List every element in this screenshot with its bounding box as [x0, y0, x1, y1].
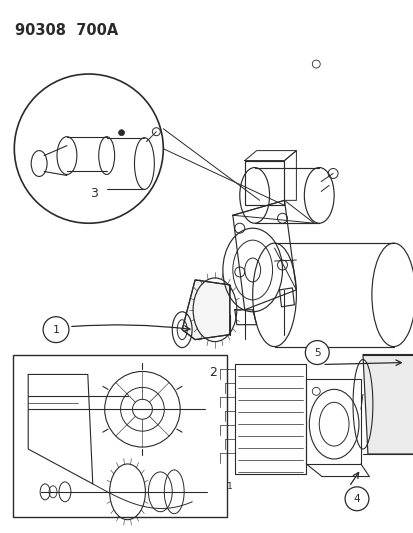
Ellipse shape	[118, 130, 124, 136]
Text: 2: 2	[209, 367, 216, 379]
Text: 90308  700A: 90308 700A	[15, 23, 118, 38]
Circle shape	[43, 317, 69, 343]
Text: 1: 1	[226, 482, 232, 491]
Polygon shape	[182, 280, 229, 340]
Circle shape	[305, 341, 328, 365]
Polygon shape	[362, 354, 413, 454]
Text: 1: 1	[52, 325, 59, 335]
Bar	[13, 354, 226, 516]
Circle shape	[14, 74, 163, 223]
Text: 4: 4	[353, 494, 359, 504]
Text: 3: 3	[90, 187, 97, 200]
Circle shape	[344, 487, 368, 511]
Text: 5: 5	[313, 348, 320, 358]
